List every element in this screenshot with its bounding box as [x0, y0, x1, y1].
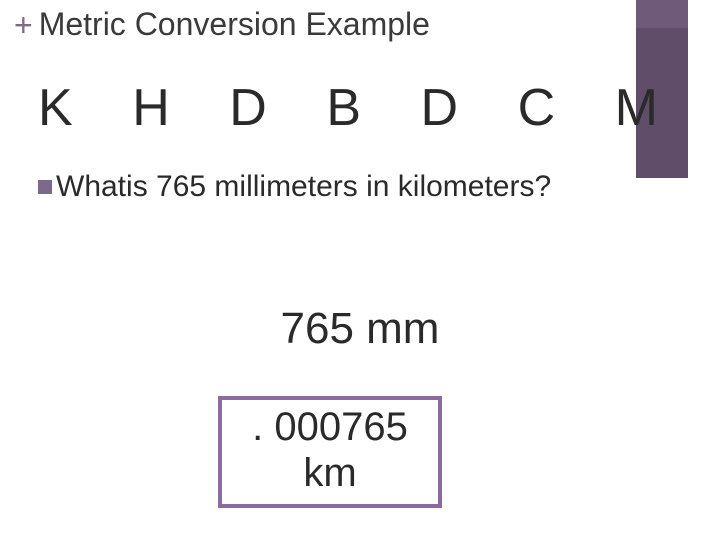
accent-bar-top	[636, 0, 688, 28]
unit-deci: D	[421, 78, 459, 138]
unit-deka: D	[229, 78, 267, 138]
answer-unit: km	[228, 450, 432, 496]
metric-units-row: K H D B D C M	[38, 78, 658, 138]
unit-centi: C	[518, 78, 556, 138]
square-bullet-icon	[38, 180, 52, 194]
unit-milli: M	[615, 78, 658, 138]
answer-value: . 000765	[228, 404, 432, 450]
question-line: What is 765 millimeters in kilometers?	[38, 170, 551, 204]
unit-base: B	[326, 78, 361, 138]
given-value: 765 mm	[0, 304, 720, 354]
question-prefix: What	[56, 170, 126, 204]
unit-kilo: K	[38, 78, 73, 138]
page-title: Metric Conversion Example	[39, 6, 430, 43]
unit-hecto: H	[132, 78, 170, 138]
plus-icon: +	[14, 9, 33, 41]
answer-box: . 000765 km	[218, 396, 442, 508]
question-text: is 765 millimeters in kilometers?	[126, 170, 551, 204]
slide-header: + Metric Conversion Example	[14, 6, 430, 43]
